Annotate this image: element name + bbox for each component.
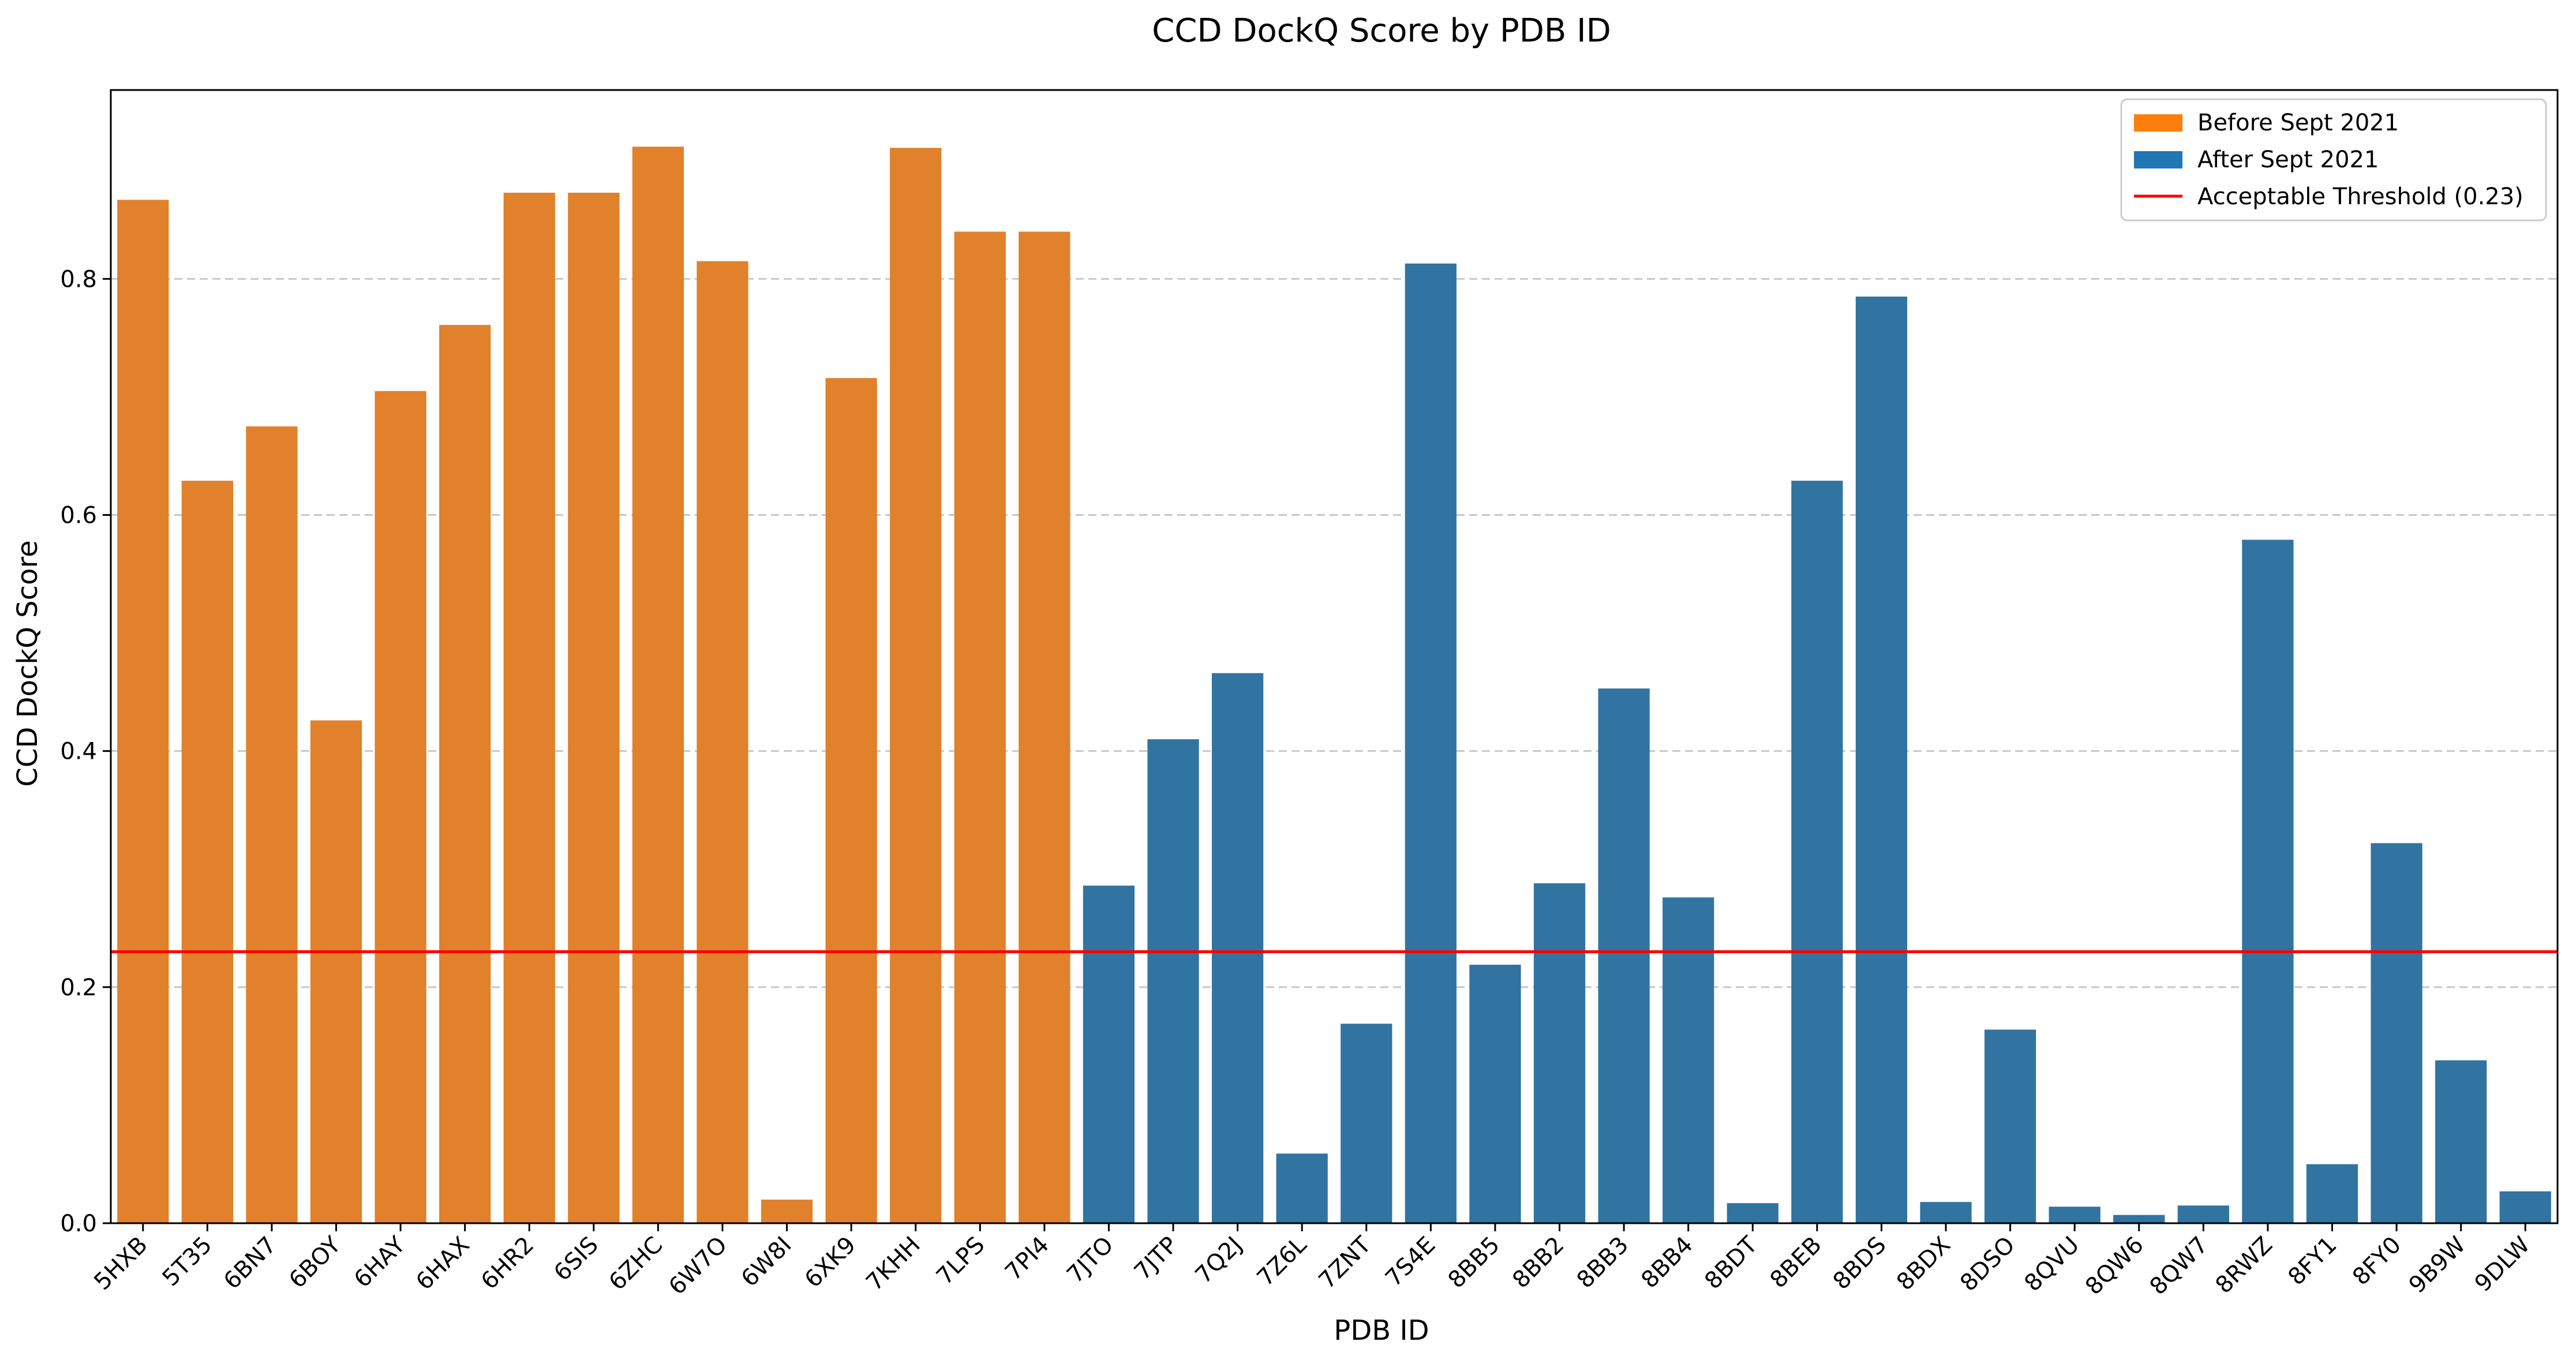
bar-6hay: [375, 391, 426, 1223]
bar-8bb3: [1598, 688, 1650, 1223]
legend-label-before: Before Sept 2021: [2197, 110, 2399, 136]
x-tick-label: 7JTO: [1062, 1232, 1118, 1288]
legend-swatch-before: [2134, 114, 2182, 132]
bar-8bb5: [1469, 964, 1521, 1223]
bar-8fy1: [2306, 1164, 2358, 1223]
y-tick-label: 0.0: [60, 1211, 97, 1237]
x-tick-label: 6SIS: [549, 1232, 604, 1287]
bar-6hr2: [503, 192, 555, 1223]
bar-8qvu: [2049, 1206, 2101, 1223]
legend-label-after: After Sept 2021: [2197, 147, 2379, 173]
legend-box: [2120, 98, 2547, 222]
chart-title: CCD DockQ Score by PDB ID: [1152, 12, 1611, 50]
x-tick-label: 6XK9: [800, 1232, 861, 1293]
x-tick-label: 7Q2J: [1190, 1232, 1248, 1289]
bar-8rwz: [2242, 539, 2294, 1223]
bar-7z6l: [1276, 1153, 1328, 1223]
x-tick-label: 7KHH: [861, 1232, 926, 1296]
bar-8bb4: [1663, 897, 1714, 1223]
bars: [117, 147, 2551, 1224]
y-tick-label: 0.4: [60, 739, 97, 765]
x-tick-label: 7S4E: [1380, 1232, 1440, 1292]
x-tick-label: 6HAY: [349, 1231, 411, 1293]
x-tick-label: 6HR2: [476, 1232, 539, 1295]
bar-6xk9: [825, 378, 877, 1223]
bar-8dso: [1984, 1029, 2036, 1223]
x-tick-label: 8BDX: [1892, 1232, 1956, 1296]
bar-6w7o: [697, 261, 748, 1223]
bar-8beb: [1791, 481, 1843, 1223]
x-tick-label: 7Z6L: [1252, 1231, 1312, 1291]
x-axis: 5HXB 5T35 6BN7 6BOY 6HAY 6HAX 6HR2 6SIS 6ZHC6W7O…: [89, 1223, 2535, 1300]
bar-6boy: [310, 720, 362, 1223]
x-tick-label: 8DSO: [1955, 1232, 2020, 1297]
x-tick-label: 8BB4: [1636, 1232, 1698, 1294]
bar-5t35: [181, 481, 233, 1223]
x-axis-label: PDB ID: [1334, 1314, 1429, 1347]
x-tick-label: 8BB3: [1572, 1232, 1634, 1294]
bar-7lps: [954, 231, 1006, 1223]
bar-7s4e: [1405, 263, 1457, 1223]
x-tick-label: 7ZNT: [1314, 1231, 1377, 1294]
y-tick-label: 0.2: [60, 975, 97, 1001]
bar-7q2j: [1212, 673, 1264, 1223]
bar-8bdx: [1920, 1202, 1972, 1223]
legend-swatch-after: [2134, 151, 2182, 168]
bar-8bb2: [1533, 883, 1586, 1223]
bar-8qw6: [2113, 1215, 2165, 1223]
bar-7pi4: [1019, 231, 1070, 1223]
bar-7znt: [1341, 1024, 1392, 1223]
y-axis-label: CCD DockQ Score: [12, 540, 44, 786]
bar-9b9w: [2435, 1060, 2487, 1223]
x-tick-label: 8FY1: [2283, 1232, 2342, 1291]
x-tick-label: 8BDT: [1699, 1231, 1762, 1294]
x-tick-label: 6W7O: [664, 1232, 732, 1301]
bar-6zhc: [632, 147, 684, 1224]
legend: Before Sept 2021 After Sept 2021 Acceptabl…: [2120, 98, 2547, 222]
x-tick-label: 5HXB: [89, 1232, 153, 1296]
x-tick-label: 8RWZ: [2211, 1232, 2278, 1299]
bar-7jto: [1083, 885, 1135, 1223]
bar-6bn7: [246, 426, 298, 1223]
legend-label-threshold: Acceptable Threshold (0.23): [2197, 183, 2523, 210]
x-tick-label: 8QW6: [2080, 1232, 2149, 1301]
x-tick-label: 6ZHC: [604, 1232, 668, 1296]
x-tick-label: 8QVU: [2019, 1232, 2084, 1297]
x-tick-label: 7LPS: [931, 1232, 990, 1290]
bar-6sis: [568, 192, 620, 1223]
y-tick-label: 0.6: [60, 503, 97, 529]
y-axis: 0.0 0.2 0.4 0.6 0.8: [60, 266, 111, 1237]
x-tick-label: 8BB5: [1443, 1232, 1505, 1294]
x-tick-label: 6BN7: [219, 1232, 282, 1295]
bar-9dlw: [2499, 1191, 2551, 1223]
x-tick-label: 6HAX: [411, 1232, 475, 1296]
bar-6hax: [439, 325, 491, 1223]
x-tick-label: 8QW7: [2145, 1232, 2214, 1301]
x-tick-label: 7JTP: [1129, 1232, 1183, 1286]
x-tick-label: 6BOY: [284, 1231, 346, 1294]
x-tick-label: 9B9W: [2404, 1232, 2471, 1299]
x-tick-label: 7PI4: [1000, 1232, 1054, 1286]
x-tick-label: 6W8I: [736, 1232, 797, 1292]
x-tick-label: 8BB2: [1507, 1232, 1569, 1294]
bar-6w8i: [761, 1200, 813, 1223]
x-tick-label: 8BDS: [1828, 1232, 1892, 1295]
x-tick-label: 8BEB: [1765, 1232, 1827, 1294]
y-tick-label: 0.8: [60, 266, 97, 293]
x-tick-label: 5T35: [158, 1232, 218, 1292]
bar-7khh: [890, 148, 942, 1223]
bar-8bds: [1855, 297, 1908, 1224]
bar-8bdt: [1727, 1203, 1779, 1223]
x-tick-label: 8FY0: [2347, 1232, 2406, 1291]
bar-8fy0: [2371, 843, 2423, 1223]
bar-7jtp: [1147, 739, 1199, 1223]
bar-8qw7: [2177, 1205, 2229, 1223]
bar-5hxb: [117, 200, 169, 1224]
plot-frame: [110, 89, 2559, 1224]
x-tick-label: 9DLW: [2470, 1232, 2535, 1297]
